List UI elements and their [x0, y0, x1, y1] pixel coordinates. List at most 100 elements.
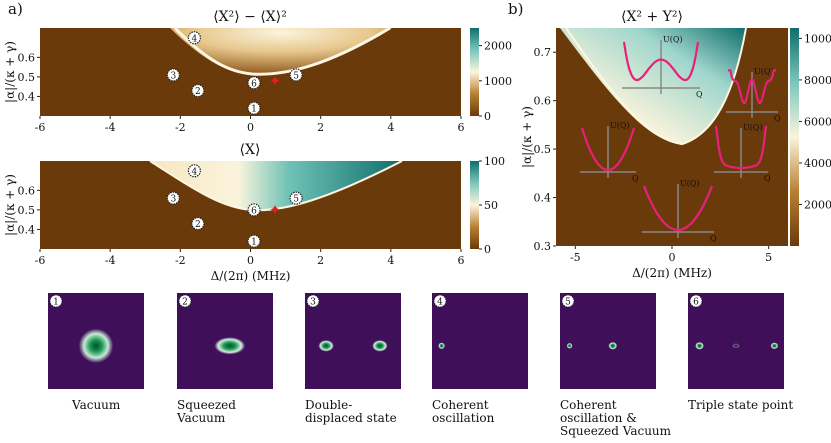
- y-tick-label: 0.4: [18, 90, 36, 103]
- critical-point-star: ✦: [269, 72, 282, 90]
- wigner-peak: [566, 342, 573, 349]
- marker-label: 5: [293, 195, 299, 205]
- marker-2: [191, 216, 205, 231]
- marker-5: [289, 68, 303, 82]
- wigner-caption: Coherent oscillation: [432, 399, 568, 425]
- marker-label: 1: [251, 238, 257, 248]
- critical-point-star: ✦: [269, 201, 282, 219]
- marker-2: [191, 83, 205, 98]
- marker-3: [166, 191, 180, 205]
- x-tick-label: 4: [387, 254, 394, 267]
- y-tick-label: 0.6: [18, 184, 36, 197]
- wigner-panel-1: 1: [48, 293, 144, 389]
- colorbar-tick-label: 100: [484, 155, 505, 168]
- y-tick-label: 0.3: [534, 240, 552, 253]
- wigner-number: 5: [565, 298, 571, 308]
- wigner-peak: [214, 337, 246, 355]
- colorbar: [470, 161, 479, 249]
- wigner-number-badge: [561, 294, 575, 308]
- potential-inset-double-well: U(Q) Q: [622, 35, 703, 99]
- potential-inset-flat-bottom: U(Q) Q: [714, 123, 771, 183]
- wigner-peak: [438, 342, 445, 350]
- x-axis-label: Δ/(2π) (MHz): [211, 269, 291, 283]
- marker-label: 5: [293, 71, 299, 81]
- wigner-peak: [318, 340, 334, 352]
- wigner-panel-2: 2: [177, 293, 273, 389]
- marker-label: 1: [251, 105, 257, 115]
- colorbar-tick-label: 50: [484, 199, 498, 212]
- x-tick-label: -2: [175, 121, 186, 134]
- panel-label-b: b): [508, 0, 523, 18]
- marker-label: 2: [195, 220, 201, 230]
- wigner-caption-line: Vacuum: [72, 398, 121, 412]
- marker-3: [166, 68, 180, 82]
- wigner-caption: Double-displaced state: [305, 399, 441, 425]
- chart-title: ⟨X² + Y²⟩: [621, 9, 683, 25]
- y-tick-label: 0.7: [534, 46, 552, 59]
- x-tick-label: -6: [35, 254, 46, 267]
- marker-label: 3: [170, 195, 176, 205]
- x-tick-label: 5: [765, 251, 772, 264]
- colorbar-tick-label: 8000: [804, 74, 831, 87]
- marker-label: 2: [195, 87, 201, 97]
- wigner-background: [560, 293, 656, 389]
- inset-axis: Q: [774, 114, 781, 123]
- marker-label: 3: [170, 71, 176, 81]
- wigner-number: 6: [693, 298, 699, 308]
- y-axis-label: |α|/(κ + γ): [3, 41, 17, 103]
- marker-6: [247, 203, 261, 217]
- y-tick-label: 0.4: [18, 223, 36, 236]
- wigner-peak: [770, 342, 779, 350]
- boundary-edge: [565, 27, 747, 146]
- y-tick-label: 0.4: [534, 192, 552, 205]
- colorbar-tick-label: 10000: [804, 32, 831, 45]
- marker-6: [247, 76, 261, 90]
- x-tick-label: 2: [317, 121, 324, 134]
- marker-1: [247, 101, 261, 115]
- colorbar: [790, 28, 799, 246]
- x-tick-label: -4: [105, 121, 116, 134]
- wigner-peak: [78, 328, 114, 364]
- marker-label: 4: [191, 167, 197, 177]
- wigner-panel-3: 3: [305, 293, 401, 389]
- wigner-caption-line: Triple state point: [688, 398, 794, 412]
- y-tick-label: 0.5: [18, 204, 36, 217]
- x-tick-label: -4: [105, 254, 116, 267]
- x-axis-label: Δ/(2π) (MHz): [632, 266, 712, 280]
- x-tick-label: 0: [247, 254, 254, 267]
- y-tick-label: 0.5: [534, 143, 552, 156]
- colorbar-tick-label: 0: [484, 110, 491, 123]
- potential-inset-single-well: U(Q) Q: [642, 179, 717, 243]
- y-tick-label: 0.6: [534, 95, 552, 108]
- x-tick-label: 0: [669, 251, 676, 264]
- boundary-edge: [173, 26, 391, 76]
- wigner-number-badge: [689, 294, 703, 308]
- response-region: [170, 28, 392, 76]
- wigner-caption: Vacuum: [72, 399, 208, 412]
- wigner-caption: Coherent oscillation & Squeezed Vacuum: [560, 399, 696, 438]
- inset-axis: Q: [710, 234, 717, 243]
- chart-title: ⟨X⟩: [240, 142, 261, 158]
- colorbar-tick-label: 1000: [484, 75, 512, 88]
- inset-label: U(Q): [754, 67, 774, 76]
- inset-label: U(Q): [680, 179, 700, 188]
- wigner-peak: [732, 343, 740, 349]
- wigner-caption-line: Vacuum: [177, 411, 226, 425]
- wigner-caption-line: displaced state: [305, 411, 397, 425]
- wigner-number-badge: [178, 294, 192, 308]
- marker-label: 6: [251, 206, 257, 216]
- wigner-number: 3: [310, 298, 316, 308]
- x-tick-label: 6: [458, 254, 465, 267]
- y-tick-label: 0.6: [18, 51, 36, 64]
- wigner-number-badge: [49, 294, 63, 308]
- inset-axis: Q: [764, 174, 771, 183]
- wigner-background: [305, 293, 401, 389]
- x-tick-label: 4: [387, 121, 394, 134]
- wigner-background: [688, 293, 784, 389]
- y-tick-label: 0.5: [18, 71, 36, 84]
- inset-axis: Q: [632, 174, 639, 183]
- marker-label: 6: [251, 79, 257, 89]
- wigner-caption-line: Coherent: [560, 398, 617, 412]
- heatmap-photon-number: ⟨X² + Y²⟩ U(Q) Q U(Q) Q U(Q) Q U(Q) Q U(Q) Q -5 0 5…: [520, 9, 831, 280]
